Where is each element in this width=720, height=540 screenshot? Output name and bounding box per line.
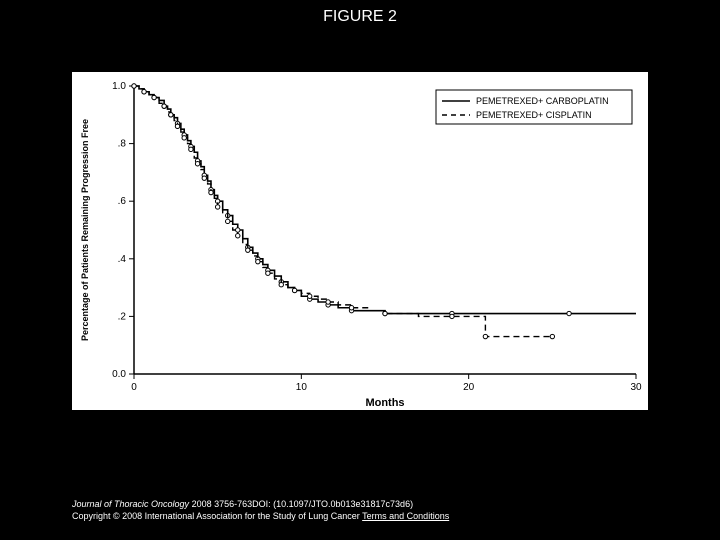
series-marker <box>483 334 487 338</box>
y-tick-label: .4 <box>118 254 127 265</box>
km-chart-frame: 0.0 .2 .4 .6 .8 1.0 0 10 20 30 Months Percentage of… <box>72 72 648 410</box>
slide-stage: FIGURE 2 0.0 .2 .4 .6 .8 1.0 0 10 20 30 Months Perc… <box>0 0 720 540</box>
series-marker <box>236 234 240 238</box>
series-marker <box>152 95 156 99</box>
series-marker <box>182 136 186 140</box>
legend-label: PEMETREXED+ CISPLATIN <box>476 110 592 120</box>
x-tick-label: 20 <box>463 382 475 393</box>
x-tick-label: 30 <box>630 382 642 393</box>
y-tick-label: .2 <box>118 311 127 322</box>
x-axis-label: Months <box>365 397 404 409</box>
series-marker <box>162 104 166 108</box>
series-marker <box>175 124 179 128</box>
series-marker <box>326 300 330 304</box>
series-marker <box>202 176 206 180</box>
series-marker <box>189 147 193 151</box>
x-tick-label: 10 <box>296 382 308 393</box>
y-tick-label: .8 <box>118 139 127 150</box>
y-axis-label: Percentage of Patients Remaining Progres… <box>80 119 90 341</box>
series-marker <box>292 288 296 292</box>
series-marker <box>450 314 454 318</box>
series-marker <box>142 90 146 94</box>
figure-title: FIGURE 2 <box>0 8 720 26</box>
series-marker <box>349 306 353 310</box>
series-marker <box>215 205 219 209</box>
series-marker <box>132 84 136 88</box>
series-marker <box>266 271 270 275</box>
x-tick-label: 0 <box>131 382 137 393</box>
series-marker <box>256 259 260 263</box>
y-tick-label: 1.0 <box>112 81 126 92</box>
y-tick-label: .6 <box>118 196 127 207</box>
journal-name: Journal of Thoracic Oncology <box>72 499 189 509</box>
series-marker <box>169 113 173 117</box>
series-marker <box>383 311 387 315</box>
series-marker <box>308 294 312 298</box>
y-tick-label: 0.0 <box>112 369 126 380</box>
series-marker <box>246 248 250 252</box>
citation-text: 2008 3756-763DOI: (10.1097/JTO.0b013e318… <box>189 499 413 509</box>
series-marker <box>550 334 554 338</box>
caption-line-1: Journal of Thoracic Oncology 2008 3756-7… <box>72 498 449 510</box>
copyright-text: Copyright © 2008 International Associati… <box>72 511 360 521</box>
series-marker <box>195 162 199 166</box>
series-marker <box>567 311 571 315</box>
figure-caption: Journal of Thoracic Oncology 2008 3756-7… <box>72 498 449 522</box>
series-marker <box>236 228 240 232</box>
series-marker <box>279 283 283 287</box>
series-marker <box>209 190 213 194</box>
series-marker <box>226 219 230 223</box>
legend-label: PEMETREXED+ CARBOPLATIN <box>476 96 609 106</box>
km-chart-svg: 0.0 .2 .4 .6 .8 1.0 0 10 20 30 Months Percentage of… <box>72 72 648 410</box>
caption-line-2: Copyright © 2008 International Associati… <box>72 510 449 522</box>
terms-link[interactable]: Terms and Conditions <box>362 511 449 521</box>
